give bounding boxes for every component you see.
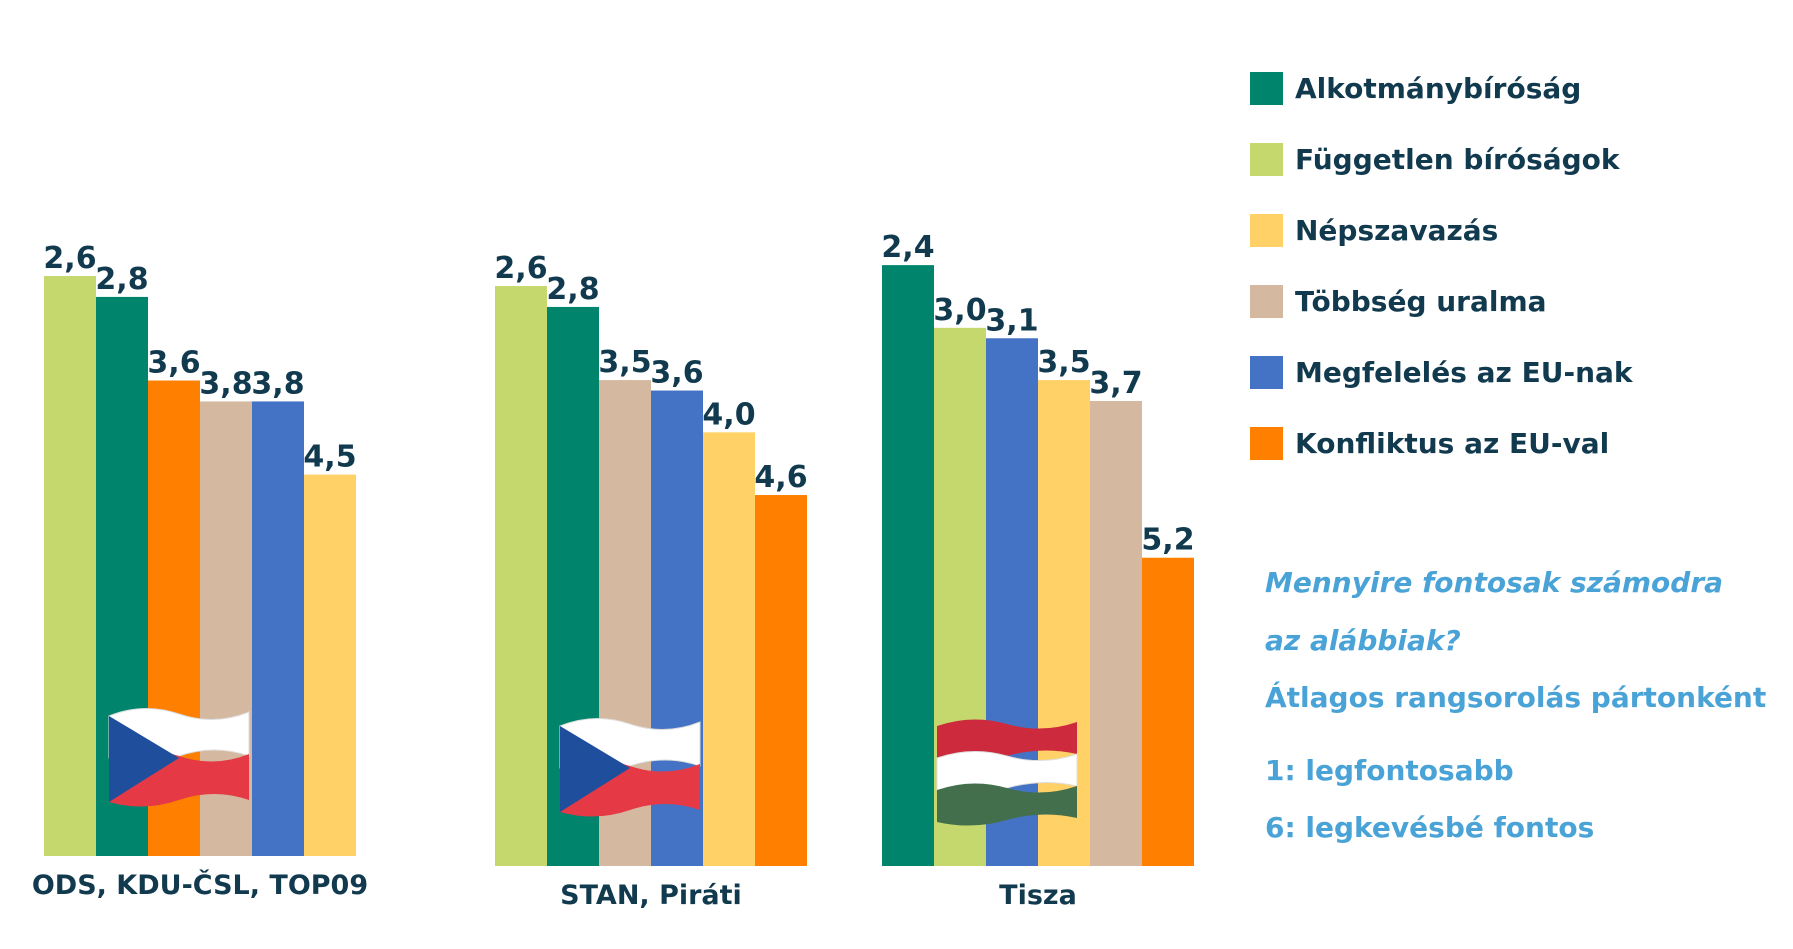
- scale-note: 6: legkevésbé fontos: [1265, 811, 1595, 844]
- data-label: 4,0: [702, 397, 755, 432]
- bar: [304, 474, 356, 856]
- category-label: ODS, KDU-ČSL, TOP09: [32, 869, 368, 901]
- data-label: 3,7: [1089, 366, 1142, 401]
- czech-flag-icon: [559, 717, 701, 817]
- legend-label: Megfelelés az EU-nak: [1295, 356, 1633, 389]
- legend-swatch: [1250, 285, 1283, 318]
- bar: [1142, 557, 1194, 866]
- bar: [44, 276, 96, 856]
- bar-group: 2,62,8 3,53,6 4,0 4,6 STAN, Piráti: [494, 251, 807, 911]
- data-label: 4,6: [754, 460, 807, 495]
- legend-label: Konfliktus az EU-val: [1295, 427, 1610, 460]
- question-text: Mennyire fontosak számodra: [1265, 566, 1724, 599]
- legend-item: Többség uralma: [1250, 285, 1547, 318]
- legend-item: Független bíróságok: [1250, 143, 1620, 176]
- data-label: 3,6: [650, 356, 703, 391]
- data-label: 5,2: [1141, 523, 1194, 558]
- data-label: 2,6: [43, 241, 96, 276]
- data-label: 2,8: [95, 262, 148, 297]
- bar: [1090, 400, 1142, 866]
- legend-label: Többség uralma: [1295, 285, 1547, 318]
- data-label: 2,4: [881, 230, 934, 265]
- category-label: Tisza: [999, 880, 1077, 911]
- data-label: 3,0: [933, 293, 986, 328]
- bar: [495, 286, 547, 866]
- legend-swatch: [1250, 356, 1283, 389]
- data-label: 2,6: [494, 251, 547, 286]
- scale-note: 1: legfontosabb: [1265, 754, 1514, 787]
- legend-item: Konfliktus az EU-val: [1250, 427, 1609, 460]
- legend-item: Alkotmánybíróság: [1250, 72, 1581, 105]
- data-label: 3,8: [199, 366, 252, 401]
- data-label: 2,8: [546, 272, 599, 307]
- legend-swatch: [1250, 72, 1283, 105]
- czech-flag-icon: [108, 707, 250, 807]
- data-label: 3,5: [1037, 345, 1090, 380]
- legend-label: Alkotmánybíróság: [1295, 72, 1582, 105]
- legend-swatch: [1250, 143, 1283, 176]
- legend-label: Független bíróságok: [1295, 143, 1620, 176]
- bar: [703, 432, 755, 866]
- subtitle-text: Átlagos rangsorolás pártonként: [1265, 681, 1767, 714]
- hungarian-flag-icon: [936, 719, 1078, 826]
- question-text: az alábbiak?: [1265, 624, 1461, 657]
- bar: [252, 401, 304, 856]
- legend-swatch: [1250, 214, 1283, 247]
- bar-group: 2,4 3,03,1 3,53,7 5,2 Tisza: [881, 230, 1194, 911]
- category-label: STAN, Piráti: [560, 880, 742, 911]
- legend-item: Népszavazás: [1250, 214, 1498, 247]
- bar: [882, 265, 934, 866]
- data-label: 3,1: [985, 303, 1038, 338]
- legend-label: Népszavazás: [1295, 214, 1499, 247]
- data-label: 4,5: [303, 440, 356, 475]
- data-label: 3,8: [251, 366, 304, 401]
- data-label: 3,6: [147, 346, 200, 381]
- bar: [755, 495, 807, 866]
- bar: [1038, 380, 1090, 866]
- legend-swatch: [1250, 427, 1283, 460]
- legend-item: Megfelelés az EU-nak: [1250, 356, 1633, 389]
- data-label: 3,5: [598, 345, 651, 380]
